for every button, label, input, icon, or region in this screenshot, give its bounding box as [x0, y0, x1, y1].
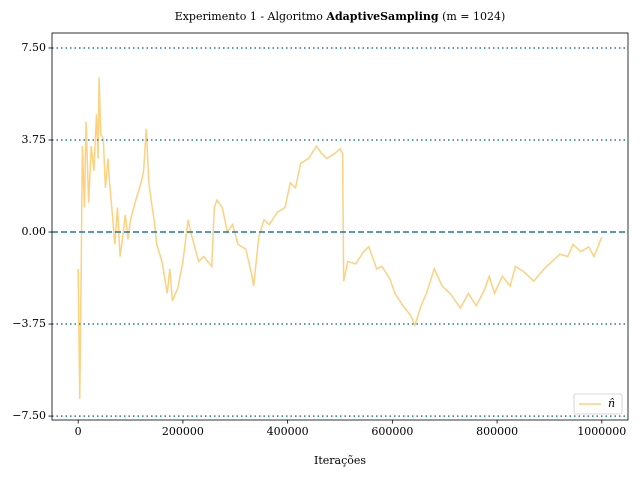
title-part: (m = 1024) — [439, 10, 506, 23]
y-tick-label: 0.00 — [22, 225, 47, 238]
plot-frame — [51, 32, 629, 421]
y-tick-label: 3.75 — [22, 133, 47, 146]
chart-title: Experimento 1 - Algoritmo AdaptiveSampli… — [175, 10, 506, 23]
title-part: Experimento 1 - Algoritmo — [175, 10, 327, 23]
x-tick-label: 0 — [75, 425, 82, 438]
x-tick-label: 800000 — [476, 425, 518, 438]
x-tick-label: 600000 — [371, 425, 413, 438]
y-tick-label: −3.75 — [12, 317, 46, 330]
data-line — [77, 77, 603, 399]
x-tick-label: 200000 — [162, 425, 204, 438]
x-tick-label: 1000000 — [577, 425, 626, 438]
legend-label: n̂ — [608, 397, 615, 410]
title-part: AdaptiveSampling — [325, 10, 438, 23]
x-tick-label: 400000 — [267, 425, 309, 438]
y-tick-label: −7.50 — [12, 409, 46, 422]
y-tick-label: 7.50 — [22, 41, 47, 54]
x-axis-label: Iterações — [314, 454, 366, 467]
